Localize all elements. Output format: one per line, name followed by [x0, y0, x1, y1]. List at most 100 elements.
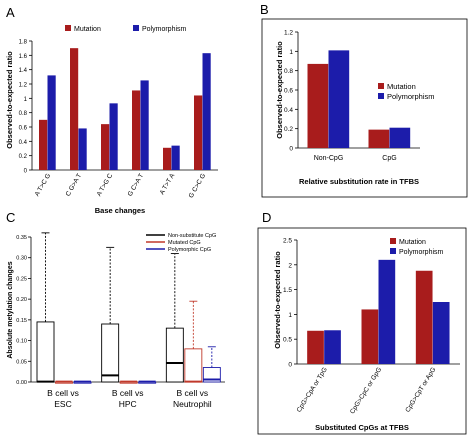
panel-a-y-tick-label: 1.6	[19, 54, 28, 60]
panel-d-bar	[361, 309, 379, 364]
panel-a-y-tick-label: 0.4	[19, 140, 28, 146]
panel-b-frame	[261, 18, 468, 198]
panel-a-y-tick-label: 0	[24, 169, 28, 175]
panel-c-box	[202, 367, 221, 383]
panel-d-legend-swatch	[390, 238, 396, 244]
panel-a-y-tick-label: 1	[24, 97, 28, 103]
panel-label-b: B	[260, 2, 269, 17]
panel-a-bar	[171, 145, 180, 170]
panel-a-bar	[132, 90, 141, 170]
panel-d: 0 0.5 1 1.5 2 2.5 CpG>CpA or TpG CpG>CpC or GpG…	[273, 238, 460, 432]
panel-c-legend-label: Polymorphic CpG	[168, 247, 211, 253]
panel-b-category-label: CpG	[382, 155, 396, 162]
panel-b-y-axis-label: Observed-to-expected ratio	[275, 41, 284, 139]
panel-c-category-label: ESC	[54, 399, 71, 409]
panel-c-y-tick-label: 0.35	[16, 235, 27, 241]
panel-d-bar	[307, 330, 324, 364]
panel-d-legend-label: Mutation	[399, 239, 426, 246]
panel-b: 0 0.2 0.4 0.6 0.8 1 1.2 Non-CpG CpG Relative subs…	[275, 30, 435, 187]
panel-b-bar	[328, 50, 350, 148]
panel-b-bar	[307, 63, 329, 148]
panel-c-legend-label: Mutated CpG	[168, 240, 201, 246]
panel-label-c: C	[6, 210, 15, 225]
panel-a-y-tick-label: 1.4	[19, 68, 28, 74]
panel-a-y-tick-label: 1.2	[19, 83, 28, 89]
panel-d-category-label: CpG>CpA or TpG	[296, 366, 329, 413]
panel-a-category-label: G C>A T	[127, 172, 146, 197]
panel-c-box	[165, 327, 184, 383]
panel-b-legend-label: Mutation	[387, 82, 416, 91]
panel-a-bar	[78, 128, 87, 170]
panel-label-a: A	[6, 5, 15, 20]
panel-b-y-tick-label: 0.2	[284, 126, 293, 133]
panel-d-bar	[432, 302, 450, 364]
panel-a-category-label: G C>C G	[188, 173, 208, 200]
panel-a-bar	[39, 119, 48, 170]
panel-d-y-tick-label: 2.5	[283, 238, 292, 245]
panel-a-bar	[109, 103, 118, 170]
panel-a-legend-label: Polymorphism	[142, 26, 187, 33]
panel-c-category-label: Neutrophil	[173, 399, 212, 409]
panel-c-y-tick-label: 0.10	[16, 339, 27, 345]
panel-c-y-tick-label: 0.15	[16, 318, 27, 324]
panel-c-category-label: B cell vs	[112, 388, 144, 398]
panel-d-y-tick-label: 0.5	[283, 337, 292, 344]
panel-b-bar	[389, 127, 411, 148]
panel-c-y-tick-label: 0.05	[16, 359, 27, 365]
panel-d-legend-swatch	[390, 248, 396, 254]
panel-b-x-axis-label: Relative substitution rate in TFBS	[299, 177, 419, 186]
panel-d-bar	[378, 259, 396, 364]
panel-c-box	[101, 323, 120, 383]
panel-b-y-tick-label: 1	[289, 49, 293, 56]
panel-c-category-label: B cell vs	[47, 388, 79, 398]
panel-d-bar	[415, 270, 433, 364]
panel-a-bar	[140, 80, 149, 170]
panel-a-y-tick-label: 0.6	[19, 126, 28, 132]
panel-d-y-axis-label: Observed-to-expected ratio	[273, 251, 282, 349]
panel-a-bar	[70, 48, 79, 170]
panel-a-legend-label: Mutation	[74, 26, 101, 33]
panel-a-y-tick-label: 0.8	[19, 111, 28, 117]
panel-a-category-label: A T>G C	[96, 172, 115, 197]
panel-a-legend-swatch	[133, 25, 139, 31]
panel-a-category-label: A T>C G	[34, 173, 53, 198]
panel-d-y-tick-label: 0	[288, 362, 292, 369]
panel-a-category-label: C G>A T	[65, 172, 84, 197]
panel-d-y-tick-label: 1	[288, 312, 292, 319]
panel-c-y-tick-label: 0.00	[16, 380, 27, 386]
panel-d-legend-label: Polymorphism	[399, 249, 444, 256]
panel-c-box	[184, 348, 203, 383]
panel-c-category-label: B cell vs	[177, 388, 209, 398]
panel-a-y-tick-label: 0.2	[19, 154, 28, 160]
panel-d-frame	[257, 227, 467, 435]
panel-d-y-tick-label: 2	[288, 262, 292, 269]
panel-b-legend-swatch	[378, 93, 384, 99]
panel-d-bar	[324, 330, 341, 364]
panel-c-category-label: HPC	[119, 399, 137, 409]
panel-a-bar	[101, 124, 110, 170]
panel-c-legend-label: Non-substitute CpG	[168, 233, 216, 239]
panel-b-y-tick-label: 0	[289, 146, 293, 153]
panel-d-x-axis-label: Substituted CpGs at TFBS	[315, 423, 409, 432]
panel-a-bar	[47, 75, 56, 170]
panel-b-bar	[368, 129, 390, 148]
panel-b-y-tick-label: 0.6	[284, 88, 293, 95]
panel-b-category-label: Non-CpG	[314, 155, 344, 162]
panel-c: 0.00 0.05 0.10 0.15 0.20 0.25 0.30 0.35 B cell v…	[7, 232, 225, 409]
panel-a-category-label: A T>T A	[159, 172, 177, 196]
panel-c-y-tick-label: 0.20	[16, 297, 27, 303]
panel-c-box	[36, 321, 55, 383]
panel-d-category-label: CpG>CpT or ApG	[404, 366, 437, 413]
panel-a-legend-swatch	[65, 25, 71, 31]
panel-a-bar	[202, 53, 211, 170]
panel-a-x-axis-label: Base changes	[95, 206, 145, 215]
panel-a-bar	[194, 95, 203, 170]
panel-a-y-axis-label: Observed-to-expected ratio	[5, 51, 14, 149]
panel-a-bar	[163, 147, 172, 170]
panel-b-legend-label: Polymorphism	[387, 92, 435, 101]
panel-d-y-tick-label: 1.5	[283, 287, 292, 294]
panel-label-d: D	[262, 210, 271, 225]
panel-c-y-tick-label: 0.30	[16, 256, 27, 262]
panel-a: 0 0.2 0.4 0.6 0.8 1 1.2 1.4 1.6 1.8 A T>C G C G>A T…	[5, 25, 218, 215]
